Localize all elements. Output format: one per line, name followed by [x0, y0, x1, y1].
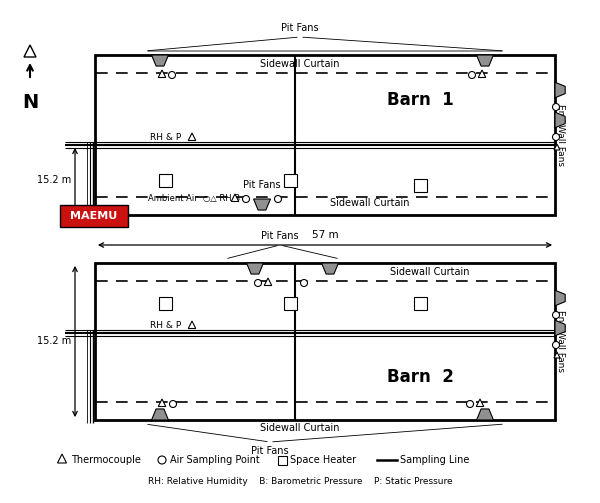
Circle shape — [242, 196, 250, 203]
Text: Space Heater: Space Heater — [290, 455, 356, 465]
Polygon shape — [555, 112, 565, 128]
Bar — [60, 205, 128, 227]
Polygon shape — [322, 263, 338, 274]
Circle shape — [169, 71, 176, 78]
Polygon shape — [555, 320, 565, 336]
Bar — [95, 263, 555, 420]
Text: Pit Fans: Pit Fans — [243, 180, 281, 190]
Text: Sidewall Curtain: Sidewall Curtain — [260, 59, 340, 69]
Polygon shape — [152, 55, 169, 66]
Polygon shape — [158, 399, 166, 406]
Text: Pit Fans: Pit Fans — [261, 231, 299, 241]
Polygon shape — [476, 55, 493, 66]
Circle shape — [254, 280, 262, 287]
Polygon shape — [254, 199, 271, 210]
Text: Ambient Air  ○△ RH B: Ambient Air ○△ RH B — [148, 195, 240, 204]
Text: Barn  1: Barn 1 — [386, 91, 454, 109]
Polygon shape — [476, 399, 484, 406]
Circle shape — [553, 342, 560, 349]
Polygon shape — [555, 290, 565, 306]
Circle shape — [170, 400, 176, 407]
Polygon shape — [554, 352, 560, 358]
Text: Air Sampling Point: Air Sampling Point — [170, 455, 260, 465]
Circle shape — [469, 71, 476, 78]
Polygon shape — [247, 263, 263, 274]
Polygon shape — [231, 194, 239, 202]
Bar — [277, 456, 287, 464]
Text: 57 m: 57 m — [311, 230, 338, 240]
Polygon shape — [158, 70, 166, 77]
Text: Pit Fans: Pit Fans — [251, 446, 289, 456]
Text: Sidewall Curtain: Sidewall Curtain — [330, 198, 409, 208]
Circle shape — [553, 133, 560, 140]
Bar — [413, 179, 427, 192]
Text: RH & P: RH & P — [150, 133, 181, 142]
Text: 15.2 m: 15.2 m — [37, 337, 71, 347]
Circle shape — [467, 400, 473, 407]
Text: RH & P: RH & P — [150, 321, 181, 330]
Bar — [284, 174, 296, 187]
Text: RH: Relative Humidity    B: Barometric Pressure    P: Static Pressure: RH: Relative Humidity B: Barometric Pres… — [148, 476, 452, 485]
Polygon shape — [188, 321, 196, 328]
Text: End Wall Fans: End Wall Fans — [556, 310, 565, 373]
Bar — [158, 296, 172, 309]
Text: Barn  2: Barn 2 — [386, 368, 454, 385]
Bar — [95, 55, 555, 215]
Text: 15.2 m: 15.2 m — [37, 175, 71, 185]
Text: Sampling Line: Sampling Line — [400, 455, 469, 465]
Polygon shape — [476, 409, 493, 420]
Circle shape — [553, 104, 560, 111]
Polygon shape — [24, 45, 36, 57]
Text: End Wall Fans: End Wall Fans — [556, 104, 565, 166]
Circle shape — [301, 280, 308, 287]
Polygon shape — [188, 133, 196, 140]
Bar — [413, 296, 427, 309]
Bar — [284, 296, 296, 309]
Text: N: N — [22, 93, 38, 112]
Circle shape — [275, 196, 281, 203]
Text: Sidewall Curtain: Sidewall Curtain — [390, 267, 470, 277]
Polygon shape — [58, 454, 67, 463]
Bar — [158, 174, 172, 187]
Text: Pit Fans: Pit Fans — [281, 23, 319, 33]
Polygon shape — [555, 82, 565, 98]
Text: MAEMU: MAEMU — [70, 211, 118, 221]
Polygon shape — [264, 278, 272, 286]
Polygon shape — [478, 70, 486, 77]
Polygon shape — [554, 144, 560, 150]
Polygon shape — [152, 409, 169, 420]
Circle shape — [553, 311, 560, 318]
Text: Thermocouple: Thermocouple — [71, 455, 141, 465]
Circle shape — [158, 456, 166, 464]
Text: Sidewall Curtain: Sidewall Curtain — [260, 423, 340, 433]
